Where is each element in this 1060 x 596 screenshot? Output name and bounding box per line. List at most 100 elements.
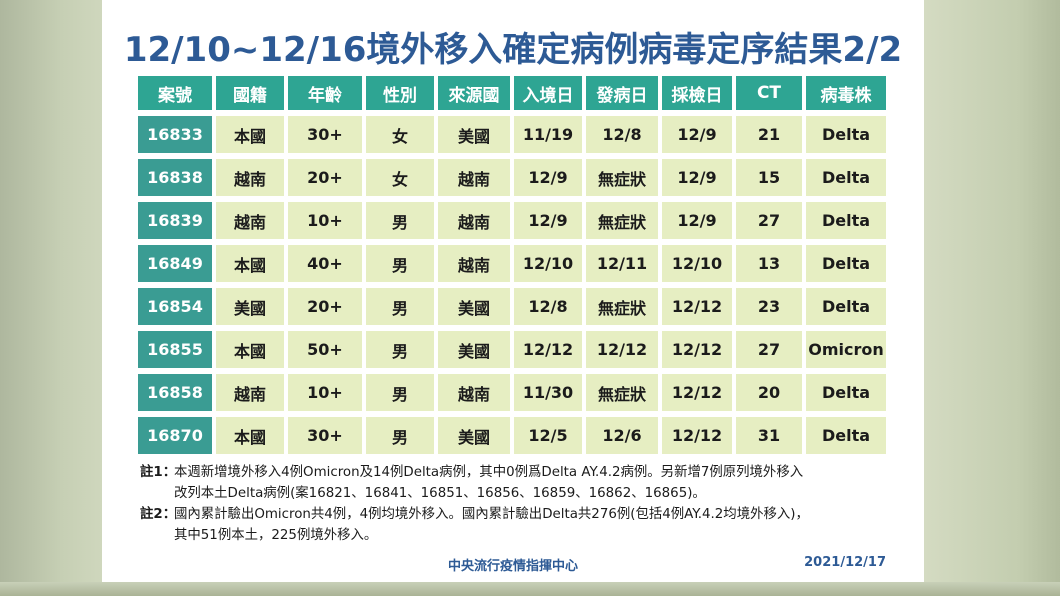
- table-cell: 12/8: [586, 116, 658, 153]
- case-number-cell: 16849: [138, 245, 212, 282]
- sequencing-table: 案號 國籍 年齡 性別 來源國 入境日 發病日 採檢日 CT 病毒株 16833 本國 30+ 女美國 11…: [138, 76, 886, 460]
- page-title: 12/10~12/16境外移入確定病例病毒定序結果2/2: [123, 30, 903, 70]
- table-cell: 本國: [216, 417, 284, 454]
- column-header: 採檢日: [662, 76, 732, 110]
- table-cell: 男: [366, 245, 434, 282]
- table-cell: 10+: [288, 374, 362, 411]
- slide: 12/10~12/16境外移入確定病例病毒定序結果2/2 案號 國籍 年齡 性別 來源國…: [102, 0, 924, 582]
- table-cell: 12/9: [662, 202, 732, 239]
- table-cell: 美國: [438, 331, 510, 368]
- column-header: 來源國: [438, 76, 510, 110]
- column-header: 病毒株: [806, 76, 886, 110]
- table-cell: 越南: [216, 202, 284, 239]
- note-1: 註1：本週新增境外移入4例Omicron及14例Delta病例，其中0例爲Del…: [140, 462, 920, 504]
- case-number-cell: 16855: [138, 331, 212, 368]
- table-cell: 12/10: [662, 245, 732, 282]
- case-number-cell: 16838: [138, 159, 212, 196]
- footer-date: 2021/12/17: [804, 555, 886, 570]
- table-cell: 10+: [288, 202, 362, 239]
- note-1-line1: 本週新增境外移入4例Omicron及14例Delta病例，其中0例爲Delta …: [174, 465, 804, 480]
- table-cell: 越南: [438, 245, 510, 282]
- table-cell: 50+: [288, 331, 362, 368]
- table-cell: 12/12: [514, 331, 582, 368]
- table-cell: 本國: [216, 331, 284, 368]
- table-cell: 無症狀: [586, 159, 658, 196]
- table-cell: 本國: [216, 116, 284, 153]
- table-cell: 無症狀: [586, 374, 658, 411]
- table-cell: 12/12: [662, 417, 732, 454]
- table-cell: 15: [736, 159, 802, 196]
- table-cell: 23: [736, 288, 802, 325]
- table-cell: Delta: [806, 417, 886, 454]
- column-header: 國籍: [216, 76, 284, 110]
- table-cell: 20+: [288, 159, 362, 196]
- table-cell: 12/11: [586, 245, 658, 282]
- table-cell: 越南: [216, 374, 284, 411]
- note-2-line1: 國內累計驗出Omicron共4例，4例均境外移入。國內累計驗出Delta共276…: [174, 507, 809, 522]
- column-header: 年齡: [288, 76, 362, 110]
- table-cell: 20+: [288, 288, 362, 325]
- table-cell: 男: [366, 417, 434, 454]
- table-cell: 男: [366, 374, 434, 411]
- note-2-label: 註2：: [140, 507, 177, 522]
- table-cell: 女: [366, 159, 434, 196]
- case-number-cell: 16870: [138, 417, 212, 454]
- table-cell: 12/9: [662, 159, 732, 196]
- case-number-cell: 16833: [138, 116, 212, 153]
- note-2: 註2：國內累計驗出Omicron共4例，4例均境外移入。國內累計驗出Delta共…: [140, 504, 920, 546]
- table-cell: 27: [736, 331, 802, 368]
- footer-organization: 中央流行疫情指揮中心: [447, 559, 578, 574]
- table-cell: 12/8: [514, 288, 582, 325]
- table-cell: 美國: [216, 288, 284, 325]
- note-1-label: 註1：: [140, 465, 177, 480]
- table-cell: 31: [736, 417, 802, 454]
- case-number-cell: 16854: [138, 288, 212, 325]
- table-cell: 無症狀: [586, 288, 658, 325]
- table-cell: 40+: [288, 245, 362, 282]
- table-cell: 美國: [438, 417, 510, 454]
- table-cell: 無症狀: [586, 202, 658, 239]
- table-cell: 12/9: [662, 116, 732, 153]
- table-cell: 11/30: [514, 374, 582, 411]
- table-cell: 本國: [216, 245, 284, 282]
- table-cell: 美國: [438, 116, 510, 153]
- table-cell: Delta: [806, 116, 886, 153]
- table-cell: 30+: [288, 116, 362, 153]
- column-header: 入境日: [514, 76, 582, 110]
- column-header: 發病日: [586, 76, 658, 110]
- table-cell: 12/6: [586, 417, 658, 454]
- column-header: CT: [736, 76, 802, 110]
- table-cell: Delta: [806, 288, 886, 325]
- table-cell: 12/12: [662, 374, 732, 411]
- table-cell: Omicron: [806, 331, 886, 368]
- table-cell: Delta: [806, 245, 886, 282]
- table-cell: 12/9: [514, 159, 582, 196]
- table-cell: 12/10: [514, 245, 582, 282]
- table-cell: 女: [366, 116, 434, 153]
- table-cell: Delta: [806, 202, 886, 239]
- table-cell: 男: [366, 331, 434, 368]
- table-cell: 越南: [438, 159, 510, 196]
- background-bottom: [0, 582, 1060, 596]
- table-cell: 越南: [438, 374, 510, 411]
- table-cell: 男: [366, 202, 434, 239]
- table-cell: 11/19: [514, 116, 582, 153]
- table-cell: 越南: [216, 159, 284, 196]
- note-1-line2: 改列本土Delta病例(案16821、16841、16851、16856、168…: [174, 486, 706, 501]
- table-cell: 12/9: [514, 202, 582, 239]
- note-2-line2: 其中51例本土，225例境外移入。: [174, 528, 378, 543]
- table-cell: 男: [366, 288, 434, 325]
- table-cell: 20: [736, 374, 802, 411]
- table-cell: 12/12: [586, 331, 658, 368]
- table-cell: 12/12: [662, 331, 732, 368]
- table-cell: 30+: [288, 417, 362, 454]
- background-left: [0, 0, 102, 596]
- table-cell: 越南: [438, 202, 510, 239]
- table-cell: 12/5: [514, 417, 582, 454]
- table-cell: Delta: [806, 159, 886, 196]
- column-header: 案號: [138, 76, 212, 110]
- notes: 註1：本週新增境外移入4例Omicron及14例Delta病例，其中0例爲Del…: [140, 462, 920, 546]
- background-right: [924, 0, 1060, 596]
- table-cell: Delta: [806, 374, 886, 411]
- table-cell: 12/12: [662, 288, 732, 325]
